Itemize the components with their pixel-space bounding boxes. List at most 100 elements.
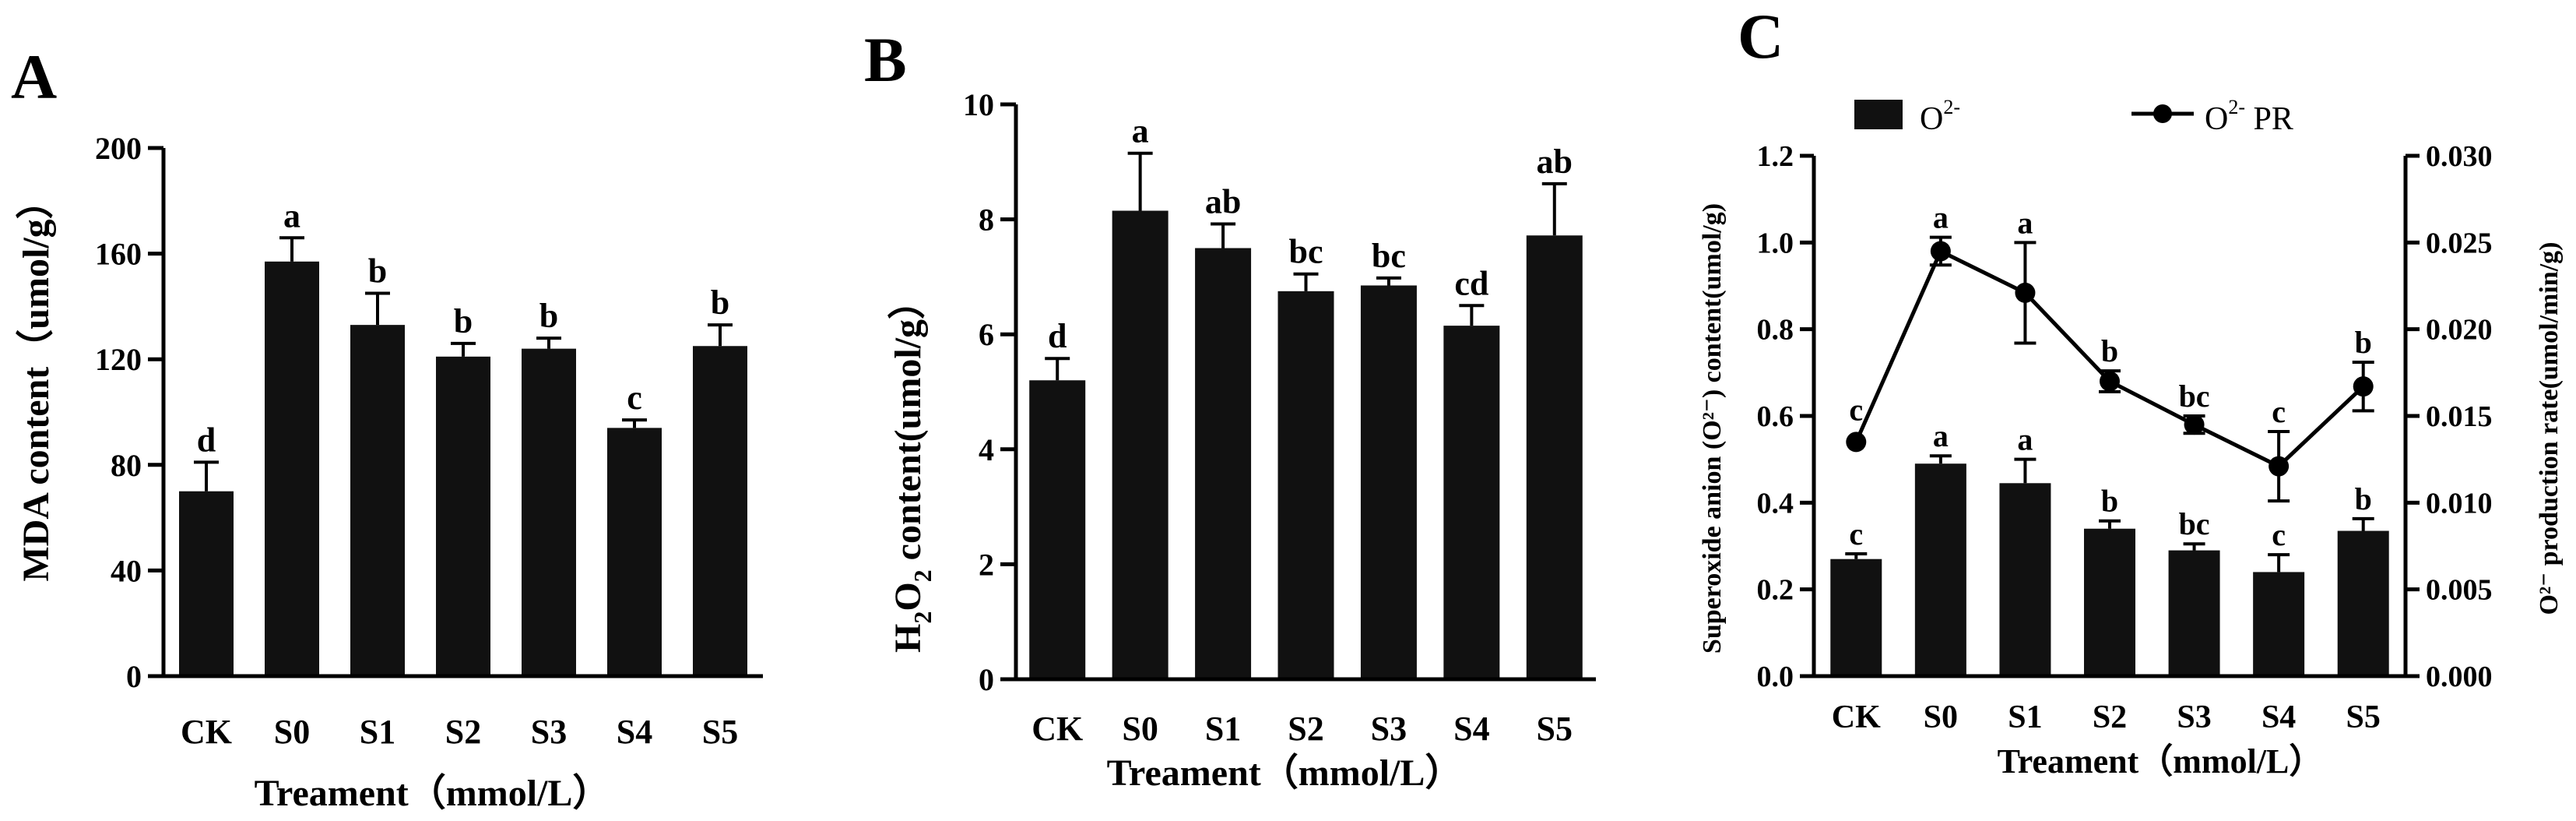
- panel-b-axes: [1014, 104, 1596, 682]
- panel-c-rate-significance-label: c: [2272, 394, 2286, 429]
- panel-a-category-label: S5: [702, 713, 738, 751]
- panel-a-category-label: S2: [445, 713, 481, 751]
- panel-c-category-label: S1: [2008, 699, 2042, 735]
- panel-b-bar-s0: [1112, 210, 1169, 679]
- legend-bar-swatch: [1854, 100, 1903, 129]
- panel-a-significance-label: c: [627, 379, 642, 417]
- panel-c-bar-s0: [1914, 463, 1966, 676]
- panel-a-bar-s4: [607, 428, 662, 676]
- panel-a-bars: d a b b b c b: [179, 196, 747, 676]
- panel-b-significance-label: bc: [1289, 233, 1323, 271]
- panel-c-bar-s5: [2337, 530, 2389, 676]
- panel-b-categories: CK S0 S1 S2 S3 S4 S5: [1031, 710, 1573, 748]
- panel-a-y-tick-label: 200: [95, 131, 142, 166]
- panel-c: C Superoxide anion (O²⁻) content(umol/g)…: [1698, 1, 2564, 780]
- panel-c-right-tick-label: 0.020: [2426, 314, 2493, 347]
- panel-c-category-label: S2: [2093, 699, 2127, 735]
- panel-b-significance-label: cd: [1454, 264, 1488, 302]
- panel-a-y-tick-label: 120: [95, 342, 142, 377]
- panel-c-rate-significance-label: c: [1849, 392, 1863, 427]
- panel-c-right-tick-label: 0.010: [2426, 487, 2493, 520]
- panel-c-label: C: [1738, 1, 1784, 72]
- panel-c-category-label: CK: [1832, 699, 1881, 735]
- panel-c-bar-s4: [2253, 572, 2305, 676]
- panel-b-significance-label: ab: [1205, 183, 1241, 221]
- panel-c-category-label: S4: [2261, 699, 2296, 735]
- panel-b-category-label: S1: [1205, 710, 1241, 748]
- panel-b-category-label: S4: [1453, 710, 1489, 748]
- panel-c-bars: c a a b bc c b: [1830, 418, 2389, 676]
- panel-c-rate-significance-label: bc: [2179, 379, 2210, 414]
- panel-b-significance-label: ab: [1537, 143, 1573, 181]
- panel-c-rate-point: [2100, 371, 2120, 392]
- panel-c-categories: CK S0 S1 S2 S3 S4 S5: [1832, 699, 2381, 735]
- panel-b-y-tick-label: 10: [963, 87, 994, 122]
- panel-c-bar-significance-label: a: [1933, 418, 1949, 453]
- panel-b-category-label: S3: [1371, 710, 1407, 748]
- panel-c-rate-significance-label: b: [2355, 325, 2372, 360]
- panel-c-bar-s2: [2084, 528, 2135, 676]
- panel-a-category-label: CK: [181, 713, 232, 751]
- panel-b-y-tick-label: 6: [979, 317, 994, 352]
- panel-b-bar-s1: [1195, 248, 1252, 679]
- panel-c-rate-point: [2015, 282, 2036, 303]
- panel-b-y-tick-label: 0: [979, 662, 994, 697]
- panel-c-legend: O2- O2- PR: [1854, 96, 2293, 137]
- panel-b-y-ticks: 0 2 4 6 8 10: [963, 87, 1016, 697]
- panel-c-left-tick-label: 0.2: [1757, 574, 1794, 607]
- panel-b-significance-label: a: [1132, 112, 1149, 150]
- legend-line-label: O2- PR: [2205, 96, 2293, 137]
- panel-c-right-y-axis-title: O²⁻ production rate(umol/min/g): [2535, 242, 2564, 615]
- panel-b-category-label: S0: [1122, 710, 1158, 748]
- panel-c-bar-s1: [1999, 483, 2051, 676]
- panel-b-y-tick-label: 2: [979, 547, 994, 582]
- panel-c-right-y-ticks: 0.000 0.005 0.010 0.015 0.020 0.025 0.030: [2406, 140, 2493, 693]
- panel-b-bar-s2: [1277, 291, 1334, 679]
- panel-a-category-label: S4: [617, 713, 652, 751]
- panel-c-rate-significance-label: a: [2017, 205, 2033, 240]
- panel-c-rate-significance-label: a: [1933, 200, 1949, 235]
- panel-b-significance-label: d: [1048, 317, 1067, 355]
- panel-a-y-tick-label: 80: [111, 448, 142, 483]
- panel-c-left-tick-label: 1.0: [1757, 227, 1794, 259]
- panel-a-y-tick-label: 0: [126, 659, 142, 694]
- panel-a-significance-label: b: [368, 252, 387, 290]
- panel-b-bar-s4: [1443, 326, 1500, 679]
- panel-b-label: B: [864, 24, 907, 95]
- panel-a-significance-label: a: [283, 196, 300, 234]
- panel-c-category-label: S0: [1924, 699, 1958, 735]
- panel-c-bar-significance-label: a: [2017, 422, 2033, 457]
- panel-c-axes: [1812, 156, 2408, 678]
- panel-c-right-tick-label: 0.005: [2426, 574, 2493, 607]
- panel-a-y-ticks: 0 40 80 120 160 200: [95, 131, 163, 694]
- panel-b-category-label: CK: [1031, 710, 1083, 748]
- panel-c-category-label: S3: [2177, 699, 2211, 735]
- panel-c-left-tick-label: 0.6: [1757, 400, 1794, 433]
- panel-a-significance-label: b: [711, 284, 729, 322]
- panel-b-bars: d a ab bc bc cd ab: [1029, 112, 1583, 679]
- panel-a-bar-s5: [693, 346, 747, 676]
- panel-c-x-axis-title: Treament（mmol/L）: [1998, 742, 2324, 780]
- panel-a-bar-s0: [265, 261, 319, 676]
- panel-b-y-tick-label: 4: [979, 432, 994, 467]
- panel-a-axes: [161, 148, 763, 678]
- panel-a-bar-s3: [522, 348, 576, 676]
- panel-b-category-label: S2: [1288, 710, 1323, 748]
- panel-a-label: A: [11, 41, 57, 112]
- panel-c-line-series: c a a b bc c b: [1846, 200, 2374, 503]
- panel-c-left-tick-label: 0.4: [1757, 487, 1794, 520]
- panel-c-right-tick-label: 0.015: [2426, 400, 2493, 433]
- panel-a-category-label: S1: [360, 713, 395, 751]
- panel-a-significance-label: d: [197, 421, 216, 459]
- panel-a-bar-s2: [436, 356, 490, 676]
- panel-c-right-tick-label: 0.000: [2426, 661, 2493, 693]
- panel-c-left-tick-label: 1.2: [1757, 140, 1794, 173]
- panel-b-category-label: S5: [1537, 710, 1573, 748]
- panel-c-rate-point: [2184, 414, 2205, 435]
- panel-a-bar-ck: [179, 491, 234, 676]
- panel-c-bar-s3: [2168, 550, 2220, 676]
- panel-a-category-label: S3: [531, 713, 567, 751]
- panel-c-rate-significance-label: b: [2101, 333, 2118, 368]
- panel-a-categories: CK S0 S1 S2 S3 S4 S5: [181, 713, 738, 751]
